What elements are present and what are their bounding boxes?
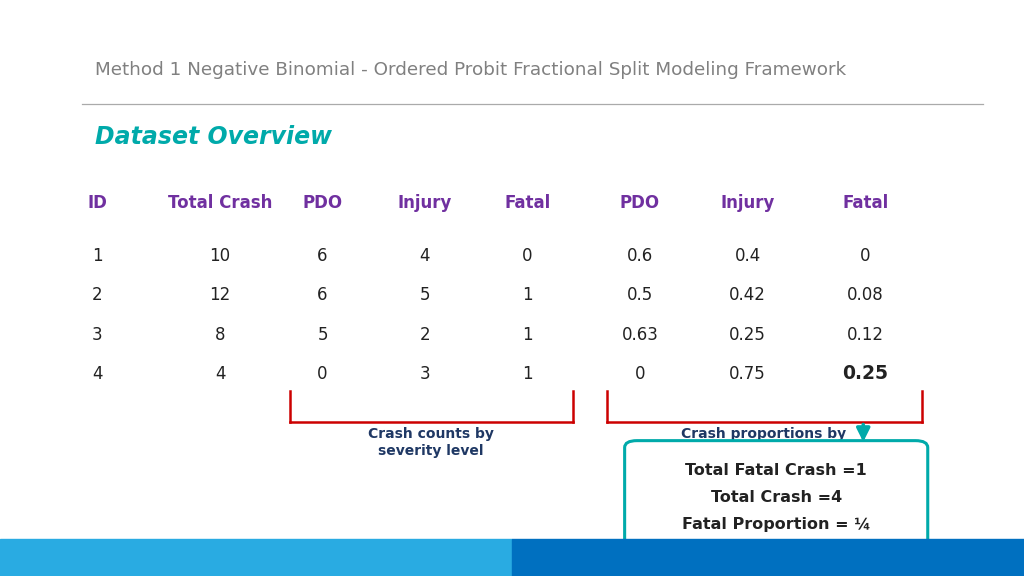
Text: Fatal: Fatal bbox=[504, 194, 551, 212]
Bar bbox=[0, 539, 512, 576]
Text: PDO: PDO bbox=[302, 194, 343, 212]
Text: 6: 6 bbox=[317, 247, 328, 266]
Text: Dataset Overview: Dataset Overview bbox=[95, 125, 332, 149]
Text: 6: 6 bbox=[317, 286, 328, 305]
Text: 1: 1 bbox=[522, 325, 532, 344]
Text: Injury: Injury bbox=[720, 194, 775, 212]
Text: 1: 1 bbox=[522, 286, 532, 305]
Text: 0: 0 bbox=[522, 247, 532, 266]
Text: 4: 4 bbox=[92, 365, 102, 383]
Text: 0: 0 bbox=[860, 247, 870, 266]
Text: 0.5: 0.5 bbox=[627, 286, 653, 305]
Text: 8: 8 bbox=[215, 325, 225, 344]
Text: 3: 3 bbox=[420, 365, 430, 383]
Text: 0.12: 0.12 bbox=[847, 325, 884, 344]
Text: Crash proportions by
severity level: Crash proportions by severity level bbox=[681, 427, 847, 457]
Text: 1: 1 bbox=[92, 247, 102, 266]
Text: 12: 12 bbox=[210, 286, 230, 305]
FancyBboxPatch shape bbox=[625, 441, 928, 555]
Text: 0: 0 bbox=[635, 365, 645, 383]
Text: 0.6: 0.6 bbox=[627, 247, 653, 266]
Text: 0.63: 0.63 bbox=[622, 325, 658, 344]
Text: 0: 0 bbox=[317, 365, 328, 383]
Text: Method 1 Negative Binomial - Ordered Probit Fractional Split Modeling Framework: Method 1 Negative Binomial - Ordered Pro… bbox=[95, 61, 847, 79]
Text: 0.08: 0.08 bbox=[847, 286, 884, 305]
Text: 0.4: 0.4 bbox=[734, 247, 761, 266]
Text: ID: ID bbox=[87, 194, 108, 212]
Text: 0.75: 0.75 bbox=[729, 365, 766, 383]
Text: 5: 5 bbox=[980, 550, 990, 564]
Text: Injury: Injury bbox=[397, 194, 453, 212]
Text: 0.25: 0.25 bbox=[843, 365, 888, 383]
Text: 5: 5 bbox=[317, 325, 328, 344]
Text: 0.42: 0.42 bbox=[729, 286, 766, 305]
Text: 3: 3 bbox=[92, 325, 102, 344]
Text: 5: 5 bbox=[420, 286, 430, 305]
Text: Crash counts by
severity level: Crash counts by severity level bbox=[369, 427, 494, 457]
Text: 1: 1 bbox=[522, 365, 532, 383]
Text: 2: 2 bbox=[92, 286, 102, 305]
Text: Total Fatal Crash =1
Total Crash =4
Fatal Proportion = ¼: Total Fatal Crash =1 Total Crash =4 Fata… bbox=[682, 464, 870, 532]
Text: 2: 2 bbox=[420, 325, 430, 344]
Text: Total Crash: Total Crash bbox=[168, 194, 272, 212]
Text: PDO: PDO bbox=[620, 194, 660, 212]
Text: 4: 4 bbox=[420, 247, 430, 266]
Bar bbox=[512, 539, 1024, 576]
Text: 0.25: 0.25 bbox=[729, 325, 766, 344]
Text: Fatal: Fatal bbox=[842, 194, 889, 212]
Text: 4: 4 bbox=[215, 365, 225, 383]
Text: 10: 10 bbox=[210, 247, 230, 266]
